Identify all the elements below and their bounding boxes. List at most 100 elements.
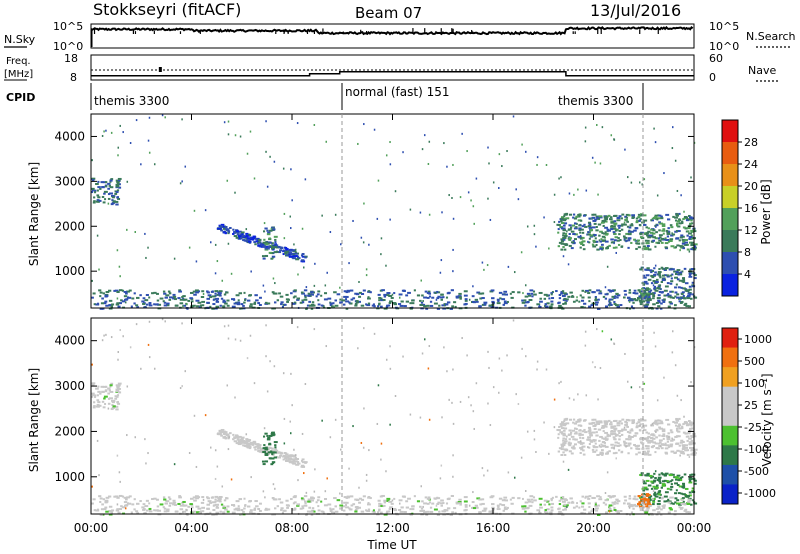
velocity-noise	[234, 396, 236, 399]
power-cell	[450, 289, 454, 292]
power-noise	[517, 198, 520, 201]
colorbar-swatch	[722, 406, 738, 427]
power-cell	[613, 220, 617, 223]
velocity-cell	[322, 510, 325, 513]
velocity-cell	[691, 422, 695, 425]
velocity-cell	[217, 432, 221, 435]
power-cell	[557, 245, 561, 248]
velocity-cell	[563, 503, 567, 506]
power-cell	[621, 213, 625, 216]
velocity-cell	[607, 419, 611, 422]
velocity-cell	[642, 498, 646, 501]
velocity-cell	[145, 499, 149, 502]
velocity-cell	[251, 442, 256, 445]
velocity-cell	[163, 510, 168, 513]
power-cell	[243, 301, 246, 304]
velocity-cell	[247, 446, 252, 449]
power-cell	[509, 292, 512, 295]
power-cell	[142, 302, 146, 305]
velocity-cell	[305, 513, 308, 516]
power-cell	[613, 214, 617, 217]
velocity-noise	[655, 431, 657, 434]
power-noise	[234, 134, 237, 137]
power-noise	[498, 187, 500, 190]
velocity-cell	[644, 453, 648, 456]
power-cell	[135, 296, 140, 299]
power-cell	[690, 241, 695, 244]
velocity-cell	[688, 499, 692, 502]
power-cell	[153, 303, 156, 306]
velocity-cell	[628, 442, 632, 445]
power-cell	[588, 226, 593, 229]
power-cell	[274, 238, 277, 241]
velocity-cell	[655, 447, 659, 450]
velocity-cell	[622, 440, 626, 443]
power-cell	[215, 297, 220, 300]
velocity-cell	[490, 495, 495, 498]
velocity-cell	[674, 497, 678, 500]
velocity-noise	[470, 404, 472, 407]
velocity-cell	[594, 446, 597, 449]
nsky-label: N.Sky	[4, 33, 36, 46]
power-noise	[653, 127, 655, 130]
power-cell	[200, 296, 205, 299]
nsearch-label: N.Search	[746, 30, 796, 43]
velocity-cell	[93, 405, 96, 408]
velocity-cell	[352, 503, 356, 506]
power-cell	[648, 234, 653, 237]
velocity-cell	[369, 497, 372, 500]
velocity-cell	[555, 495, 558, 498]
velocity-noise	[507, 471, 510, 474]
velocity-cell	[223, 433, 226, 436]
velocity-cell	[616, 444, 620, 447]
velocity-noise	[140, 367, 142, 370]
power-cell	[167, 290, 171, 293]
velocity-cell	[572, 421, 575, 424]
power-cell	[496, 302, 501, 305]
velocity-cell	[115, 384, 119, 387]
power-cell	[667, 240, 670, 243]
velocity-cell	[561, 500, 566, 503]
power-cell	[684, 302, 688, 305]
velocity-cell	[560, 432, 564, 435]
power-cell	[214, 292, 217, 295]
velocity-noise	[91, 363, 93, 366]
power-noise	[380, 237, 383, 240]
power-cell	[653, 285, 657, 288]
power-noise	[245, 228, 248, 231]
velocity-cell	[688, 437, 692, 440]
velocity-cell	[644, 493, 647, 496]
power-cell	[551, 297, 555, 300]
velocity-cell	[242, 444, 246, 447]
velocity-cell	[661, 496, 664, 499]
velocity-noise	[652, 490, 655, 493]
power-cell	[604, 240, 609, 243]
power-cell	[607, 289, 611, 292]
velocity-cell	[358, 497, 362, 500]
power-cell	[268, 237, 272, 240]
velocity-noise	[473, 427, 475, 430]
velocity-cell	[390, 502, 394, 505]
power-cell	[464, 299, 468, 302]
power-noise	[501, 165, 503, 168]
power-cell	[560, 248, 564, 251]
power-noise	[313, 123, 316, 126]
power-cell	[443, 304, 447, 307]
power-cell	[217, 227, 221, 230]
power-cell	[597, 217, 601, 220]
velocity-cell	[380, 505, 385, 508]
power-cell	[675, 222, 679, 225]
power-cell	[103, 302, 107, 305]
velocity-cell	[254, 500, 258, 503]
velocity-cell	[620, 451, 623, 454]
velocity-noise	[420, 485, 423, 488]
power-cell	[472, 301, 477, 304]
velocity-noise	[536, 368, 538, 371]
power-noise	[577, 188, 579, 191]
power-cell	[165, 304, 170, 307]
velocity-cell	[143, 512, 147, 515]
velocity-noise	[118, 471, 121, 474]
velocity-cell	[336, 499, 341, 502]
velocity-cell	[656, 422, 661, 425]
velocity-cell	[521, 507, 526, 510]
